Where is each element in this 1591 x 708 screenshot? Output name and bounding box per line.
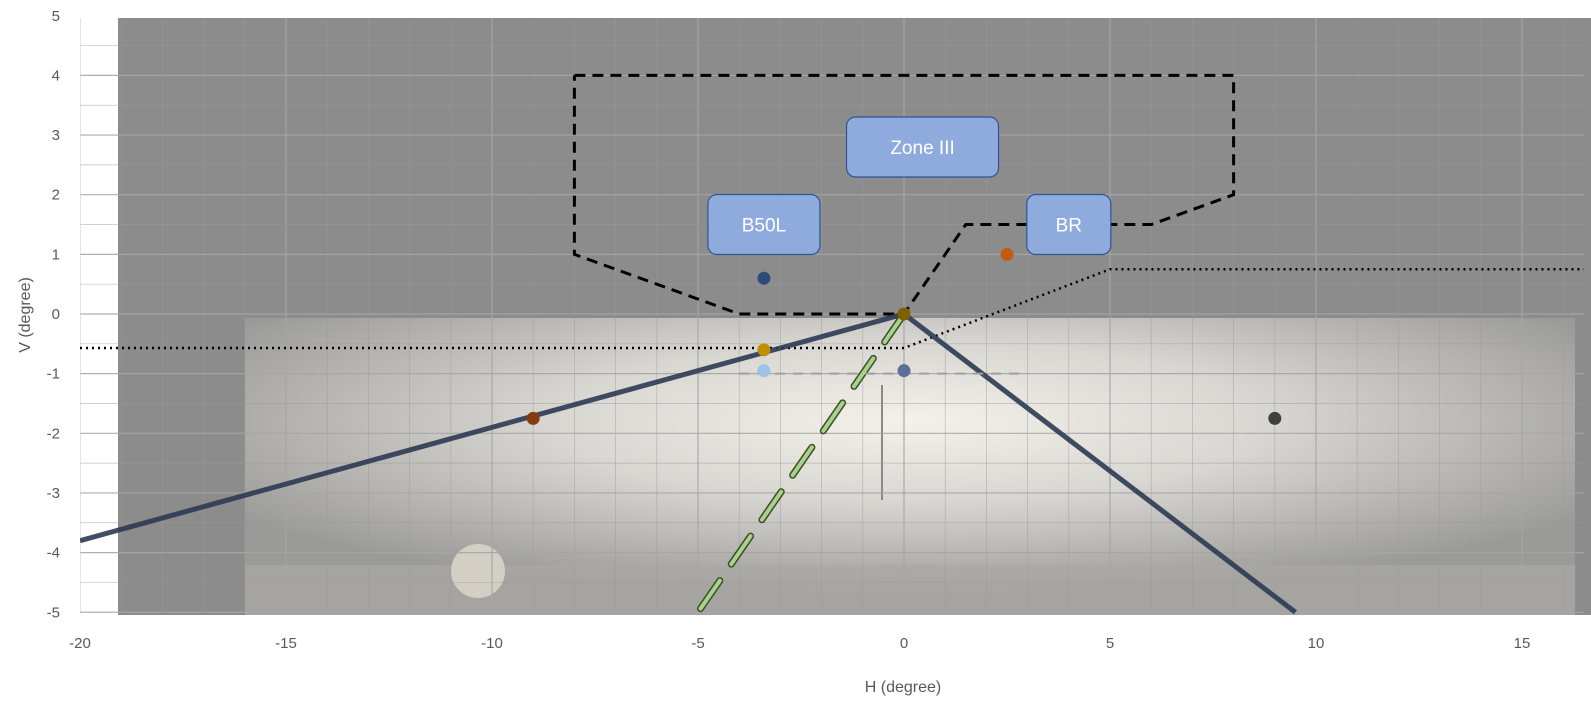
- y-tick-label: -5: [47, 604, 60, 621]
- annotation-label: BR: [1056, 216, 1082, 237]
- y-axis-ticks: 5 4 3 2 1 0 -1 -2 -3 -4 -5: [47, 8, 60, 622]
- annotation-label: B50L: [742, 216, 786, 237]
- data-point: [757, 343, 771, 357]
- series-line-dashed-green-inner: [696, 312, 906, 615]
- data-point: [897, 364, 911, 378]
- y-tick-label: -3: [47, 485, 60, 502]
- annotation-layer: Zone III B50L BR: [707, 116, 1112, 256]
- y-tick-label: 5: [52, 8, 60, 25]
- data-point: [526, 411, 540, 425]
- series-line-dashed-black: [572, 73, 1236, 316]
- x-tick-label: -10: [481, 635, 503, 652]
- data-point: [757, 364, 771, 378]
- annotation-box: [1026, 193, 1112, 256]
- y-axis-title: V (degree): [17, 277, 34, 353]
- y-tick-label: 2: [52, 187, 60, 204]
- data-point: [1268, 411, 1282, 425]
- data-point: [897, 307, 911, 321]
- y-tick-label: 3: [52, 127, 60, 144]
- x-tick-label: 15: [1514, 635, 1531, 652]
- y-tick-label: 1: [52, 246, 60, 263]
- marker-layer: [526, 247, 1282, 425]
- x-tick-label: -5: [691, 635, 704, 652]
- y-tick-label: 0: [52, 306, 60, 323]
- x-tick-label: -20: [69, 635, 91, 652]
- x-tick-label: 10: [1308, 635, 1325, 652]
- x-tick-label: 5: [1106, 635, 1114, 652]
- y-tick-label: 4: [52, 67, 60, 84]
- x-axis-ticks: -20 -15 -10 -5 0 5 10 15: [69, 635, 1530, 652]
- annotation-box: [707, 193, 821, 256]
- x-tick-label: 0: [900, 635, 908, 652]
- x-axis-title: H (degree): [865, 679, 941, 696]
- y-tick-label: -1: [47, 366, 60, 383]
- y-tick-label: -2: [47, 425, 60, 442]
- x-tick-label: -15: [275, 635, 297, 652]
- y-tick-label: -4: [47, 545, 60, 562]
- data-point: [757, 271, 771, 285]
- annotation-box: [845, 116, 1000, 178]
- data-point: [1000, 247, 1014, 261]
- annotation-label: Zone III: [890, 138, 954, 159]
